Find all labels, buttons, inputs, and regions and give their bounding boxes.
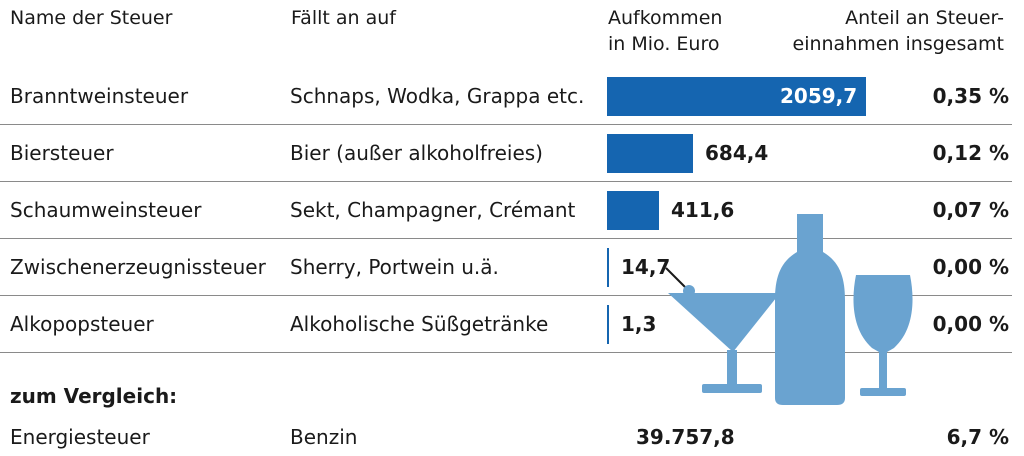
table-row: Schaumweinsteuer Sekt, Champagner, Créma… (0, 182, 1024, 239)
revenue-value: 39.757,8 (636, 425, 735, 449)
row-divider (0, 181, 1012, 182)
tax-share: 6,7 % (946, 425, 1009, 449)
revenue-bar (607, 77, 866, 116)
column-header-revenue: Aufkommen in Mio. Euro (608, 5, 722, 57)
column-header-applies-to: Fällt an auf (291, 7, 396, 29)
table-row: Zwischenerzeugnissteuer Sherry, Portwein… (0, 239, 1024, 296)
wine-glass-icon (853, 275, 913, 396)
comparison-title: zum Vergleich: (10, 384, 178, 408)
revenue-bar (607, 134, 693, 173)
column-header-share-line1: Anteil an Steuer- (845, 7, 1004, 29)
tax-name: Zwischenerzeugnissteuer (10, 255, 266, 279)
table-row-comparison: Energiesteuer Benzin 39.757,8 6,7 % (0, 420, 1024, 454)
tax-applies-to: Sherry, Portwein u.ä. (290, 255, 499, 279)
tax-applies-to: Bier (außer alkoholfreies) (290, 141, 543, 165)
tax-applies-to: Benzin (290, 425, 358, 449)
revenue-bar (607, 248, 609, 287)
column-header-revenue-line2: in Mio. Euro (608, 33, 720, 55)
column-header-revenue-line1: Aufkommen (608, 7, 723, 29)
tax-name: Schaumweinsteuer (10, 198, 202, 222)
row-divider (0, 124, 1012, 125)
tax-share: 0,12 % (932, 141, 1009, 165)
revenue-value: 411,6 (671, 198, 735, 222)
tax-share: 0,35 % (932, 84, 1009, 108)
column-header-name: Name der Steuer (10, 7, 173, 29)
row-divider (0, 352, 1012, 353)
column-header-share: Anteil an Steuer- einnahmen insgesamt (793, 5, 1005, 57)
tax-applies-to: Sekt, Champagner, Crémant (290, 198, 576, 222)
cocktail-glass-icon (665, 267, 780, 393)
tax-applies-to: Schnaps, Wodka, Grappa etc. (290, 84, 585, 108)
tax-share: 0,07 % (932, 198, 1009, 222)
tax-applies-to: Alkoholische Süßgetränke (290, 312, 549, 336)
revenue-value: 684,4 (705, 141, 769, 165)
revenue-value: 1,3 (621, 312, 657, 336)
tax-name: Energiesteuer (10, 425, 150, 449)
row-divider (0, 238, 1012, 239)
tax-share: 0,00 % (932, 312, 1009, 336)
row-divider (0, 295, 1012, 296)
revenue-value: 14,7 (621, 255, 671, 279)
bottle-icon (775, 214, 845, 405)
table-row: Alkopopsteuer Alkoholische Süßgetränke 1… (0, 296, 1024, 353)
revenue-bar (607, 305, 609, 344)
tax-name: Alkopopsteuer (10, 312, 154, 336)
tax-name: Branntweinsteuer (10, 84, 189, 108)
table-row: Biersteuer Bier (außer alkoholfreies) 68… (0, 125, 1024, 182)
tax-name: Biersteuer (10, 141, 114, 165)
revenue-value: 2059,7 (780, 84, 858, 108)
revenue-bar (607, 191, 659, 230)
table-row: Branntweinsteuer Schnaps, Wodka, Grappa … (0, 68, 1024, 125)
column-header-share-line2: einnahmen insgesamt (792, 33, 1005, 55)
tax-share: 0,00 % (932, 255, 1009, 279)
